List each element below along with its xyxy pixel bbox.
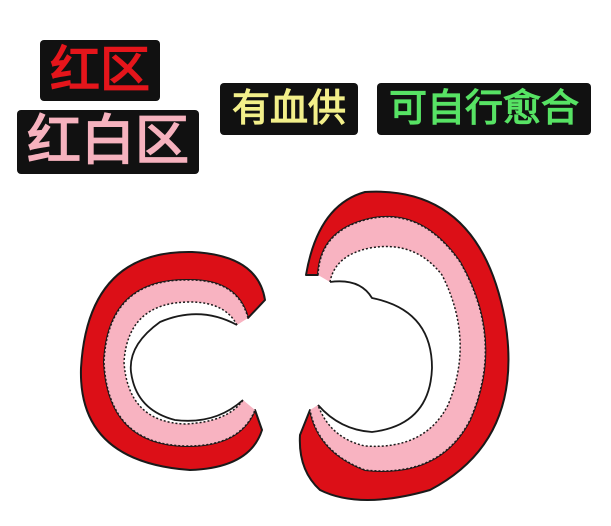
medial-red-white-zone [104,279,255,447]
red-zone-label: 红区 [40,40,160,101]
medial-meniscus [79,250,266,471]
medial-white-zone [123,301,244,425]
self-healing-label: 可自行愈合 [377,83,592,135]
blood-supply-label: 有血供 [220,83,359,135]
red-white-zone-label: 红白区 [17,110,199,174]
medial-inner-solid-edge [129,313,244,422]
medial-red-white-boundary [103,279,256,447]
lateral-white-zone [317,245,461,448]
lateral-inner-edge [317,280,433,433]
medial-inner-edge [210,325,243,400]
lateral-meniscus [298,190,510,501]
